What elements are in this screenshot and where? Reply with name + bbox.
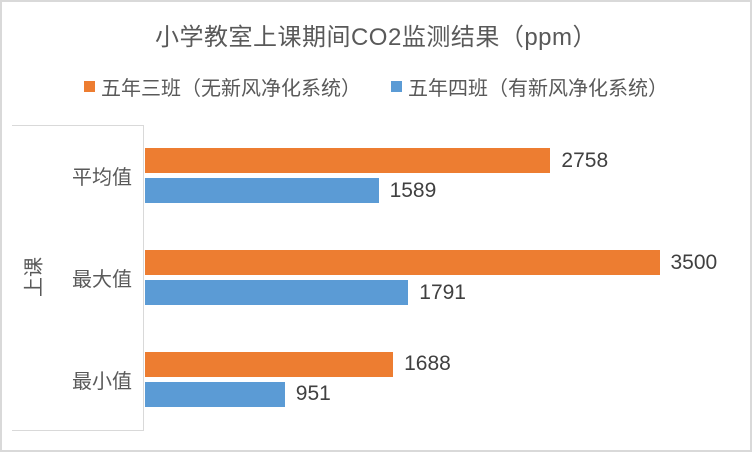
legend: 五年三班（无新风净化系统） 五年四班（有新风净化系统）	[2, 72, 750, 101]
bar-group: 2758 1589	[145, 125, 733, 227]
bar-line: 3500	[145, 250, 733, 275]
bar-group: 3500 1791	[145, 227, 733, 329]
legend-label-series-1: 五年四班（有新风净化系统）	[408, 78, 668, 100]
chart-title: 小学教室上课期间CO2监测结果（ppm）	[154, 24, 598, 51]
bar-line: 2758	[145, 148, 733, 174]
bar-series-1	[145, 280, 409, 305]
category-row: 最大值 3500 1791	[2, 227, 750, 329]
legend-label-series-0: 五年三班（无新风净化系统）	[101, 78, 361, 100]
bar-rows: 平均值 2758 1589 最大值 3500 1791 最小值 1688 951	[2, 125, 750, 430]
group-boundary-line-top	[12, 125, 144, 126]
bar-line: 1791	[145, 280, 733, 305]
value-label: 3500	[670, 250, 718, 274]
value-label: 2758	[561, 148, 609, 172]
bar-series-1	[145, 178, 379, 204]
bar-series-1	[145, 381, 285, 407]
bar-line: 1589	[145, 178, 733, 204]
legend-item-series-1: 五年四班（有新风净化系统）	[391, 72, 668, 101]
category-row: 最小值 1688 951	[2, 328, 750, 430]
bar-series-0	[145, 351, 394, 377]
value-label: 1688	[404, 352, 451, 376]
bar-series-0	[145, 148, 551, 174]
value-label: 951	[295, 382, 331, 406]
bar-line: 951	[145, 381, 733, 407]
value-label: 1589	[389, 178, 437, 202]
value-label: 1791	[419, 280, 466, 304]
category-row: 平均值 2758 1589	[2, 125, 750, 227]
bar-series-0	[145, 250, 660, 275]
bar-group: 1688 951	[145, 328, 733, 430]
category-axis-line	[143, 125, 144, 430]
plot-area: 上课 平均值 2758 1589 最大值 3500 1791 最小值 1688 951	[2, 125, 750, 431]
category-label: 最小值	[72, 370, 132, 393]
legend-item-series-0: 五年三班（无新风净化系统）	[84, 72, 361, 101]
legend-swatch-blue-icon	[391, 81, 402, 92]
category-label: 最大值	[72, 269, 132, 291]
category-label: 平均值	[72, 167, 132, 190]
bar-line: 1688	[145, 351, 733, 377]
group-boundary-line-bottom	[12, 430, 144, 431]
legend-swatch-orange-icon	[84, 81, 95, 92]
